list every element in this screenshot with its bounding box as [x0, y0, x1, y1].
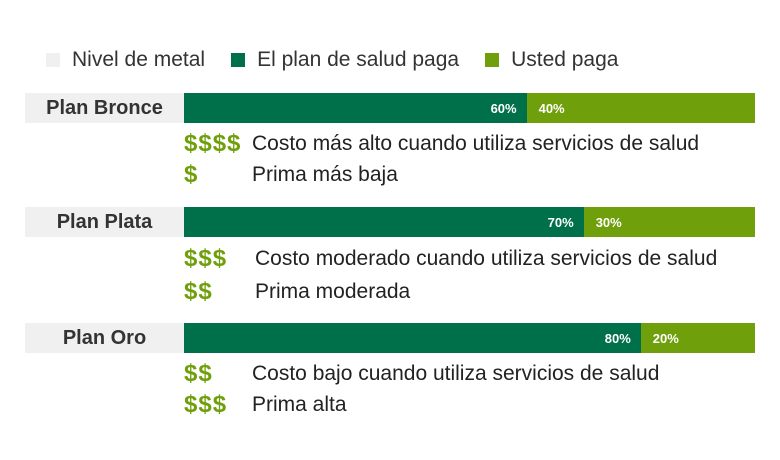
- plan-oro: Plan Oro 80% 20% $$ Costo bajo cuando ut…: [25, 323, 755, 443]
- premium-row: $ Prima más baja: [184, 160, 398, 190]
- cost-dollar-symbols: $$$: [184, 245, 228, 272]
- legend-label-you-pay: Usted paga: [511, 48, 619, 71]
- bar-value-label: 30%: [595, 214, 622, 230]
- legend-swatch-you-pay: [485, 53, 500, 67]
- bar-segment-you-pay: 20%: [640, 323, 755, 353]
- legend-item-metal: Nivel de metal: [46, 48, 205, 72]
- bar-segment-plan-pays: 60%: [184, 93, 527, 123]
- premium-dollar-symbols: $$: [184, 278, 213, 305]
- bar-segment-you-pay: 30%: [583, 207, 755, 237]
- cost-dollar-symbols: $$$$: [184, 130, 242, 157]
- bar-segment-plan-pays: 80%: [184, 323, 641, 353]
- premium-description: Prima alta: [252, 393, 347, 416]
- bar-value-label: 20%: [652, 330, 679, 346]
- plan-plata: Plan Plata 70% 30% $$$ Costo moderado cu…: [25, 207, 755, 327]
- plan-label: Plan Bronce: [25, 93, 184, 123]
- bar-segment-you-pay: 40%: [526, 93, 755, 123]
- legend-label-plan-pays: El plan de salud paga: [257, 48, 460, 71]
- premium-row: $$ Prima moderada: [184, 277, 410, 307]
- cost-description: Costo bajo cuando utiliza servicios de s…: [252, 362, 660, 385]
- plan-label: Plan Plata: [25, 207, 184, 237]
- cost-row: $$$ Costo moderado cuando utiliza servic…: [184, 244, 717, 274]
- bar-value-label: 80%: [604, 330, 631, 346]
- bar-value-label: 70%: [547, 214, 574, 230]
- plan-label: Plan Oro: [25, 323, 184, 353]
- legend: Nivel de metal El plan de salud paga Ust…: [46, 47, 644, 73]
- stacked-bar: 70% 30%: [184, 207, 755, 237]
- cost-description: Costo moderado cuando utiliza servicios …: [255, 247, 718, 270]
- premium-row: $$$ Prima alta: [184, 390, 347, 420]
- legend-label-metal: Nivel de metal: [72, 48, 206, 71]
- legend-item-plan-pays: El plan de salud paga: [231, 48, 459, 72]
- legend-swatch-metal: [46, 53, 60, 67]
- cost-description: Costo más alto cuando utiliza servicios …: [252, 132, 700, 155]
- cost-dollar-symbols: $$: [184, 360, 213, 387]
- legend-item-you-pay: Usted paga: [485, 48, 618, 72]
- legend-swatch-plan-pays: [231, 53, 246, 67]
- stacked-bar: 80% 20%: [184, 323, 755, 353]
- premium-dollar-symbols: $: [184, 161, 199, 188]
- stacked-bar: 60% 40%: [184, 93, 755, 123]
- bar-value-label: 40%: [538, 100, 565, 116]
- plan-bronce: Plan Bronce 60% 40% $$$$ Costo más alto …: [25, 93, 755, 213]
- cost-row: $$$$ Costo más alto cuando utiliza servi…: [184, 129, 699, 159]
- premium-description: Prima más baja: [252, 163, 398, 186]
- premium-description: Prima moderada: [255, 280, 411, 303]
- premium-dollar-symbols: $$$: [184, 391, 228, 418]
- cost-row: $$ Costo bajo cuando utiliza servicios d…: [184, 359, 659, 389]
- bar-segment-plan-pays: 70%: [184, 207, 584, 237]
- bar-value-label: 60%: [490, 100, 517, 116]
